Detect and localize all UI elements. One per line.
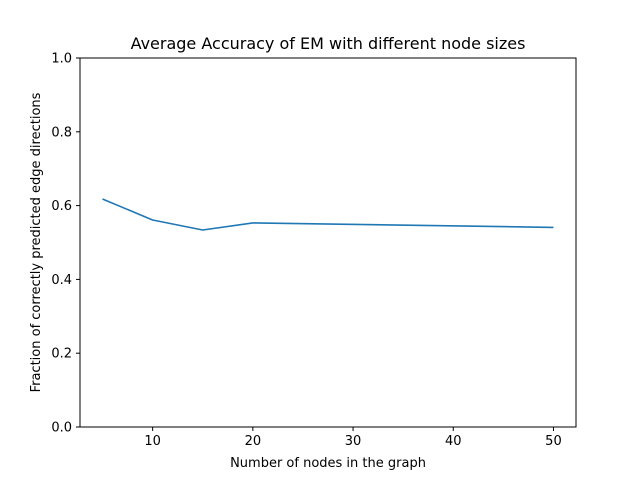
series-line (102, 198, 554, 231)
chart-title: Average Accuracy of EM with different no… (131, 34, 526, 53)
x-axis-label: Number of nodes in the graph (230, 456, 426, 471)
y-axis-label: Fraction of correctly predicted edge dir… (29, 92, 44, 392)
x-tick-label: 40 (445, 434, 462, 449)
x-axis: 10 20 30 40 50 (144, 427, 562, 449)
y-tick-label: 0.4 (51, 273, 72, 288)
y-tick-label: 1.0 (51, 52, 72, 67)
y-tick-label: 0.6 (51, 199, 72, 214)
y-tick-label: 0.0 (51, 421, 72, 436)
x-tick-label: 20 (245, 434, 262, 449)
y-axis: 0.0 0.2 0.4 0.6 0.8 1.0 (51, 52, 80, 436)
plot-area: 10 20 30 40 50 0.0 0.2 0.4 0.6 0.8 1.0 (51, 52, 577, 449)
axes-frame (79, 57, 577, 428)
y-tick-label: 0.2 (51, 347, 72, 362)
x-tick-label: 10 (144, 434, 161, 449)
series-layer (102, 198, 554, 231)
y-tick-label: 0.8 (51, 125, 72, 140)
x-tick-label: 30 (345, 434, 362, 449)
x-tick-label: 50 (545, 434, 562, 449)
